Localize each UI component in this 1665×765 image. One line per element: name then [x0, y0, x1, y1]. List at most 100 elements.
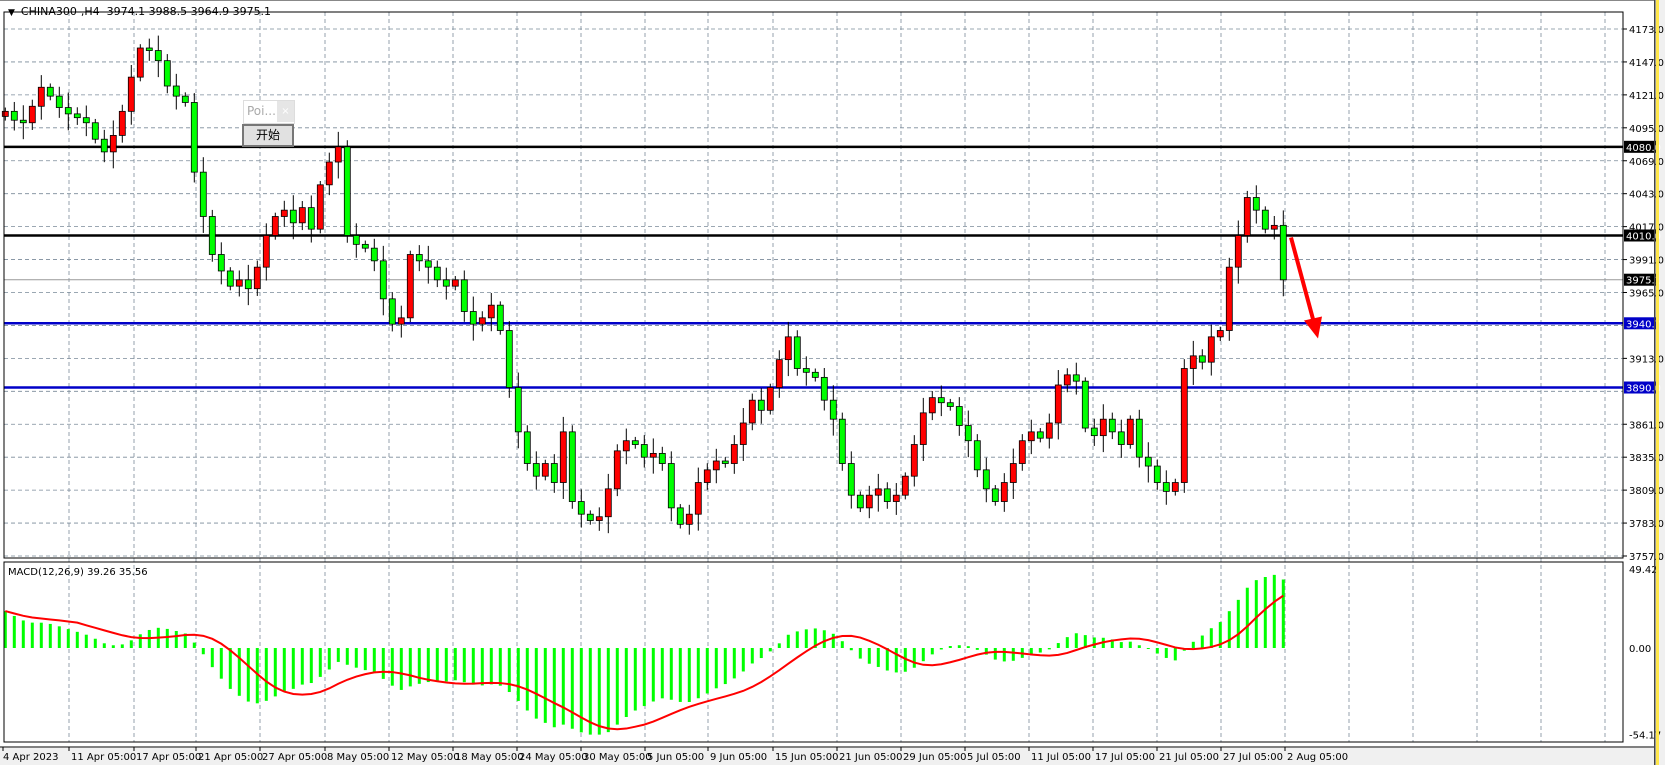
price-tick-label: 3757.0: [1629, 552, 1664, 563]
candle-body: [586, 513, 594, 521]
candle-body: [793, 336, 801, 369]
candle-body: [91, 122, 99, 140]
candle-body: [946, 402, 954, 407]
candle: [82, 105, 90, 137]
candle: [1018, 434, 1026, 471]
candle-body: [1189, 355, 1197, 369]
candle-body: [811, 371, 819, 378]
candle-body: [505, 330, 513, 388]
candle-body: [559, 431, 567, 483]
candle-body: [109, 135, 117, 153]
candle: [109, 120, 117, 169]
time-tick-label: 21 Apr 05:00: [198, 752, 263, 763]
candle: [856, 491, 864, 513]
candle: [766, 383, 774, 415]
candle: [172, 73, 180, 110]
price-tick-label: 4147.0: [1629, 58, 1664, 69]
candle: [370, 238, 378, 272]
price-tick-label: 3783.0: [1629, 519, 1664, 530]
candle-body: [667, 463, 675, 509]
popup-window[interactable]: Poi... ×: [243, 100, 295, 124]
candle: [631, 436, 639, 449]
candle-body: [730, 444, 738, 464]
candle-body: [208, 216, 216, 255]
candle-body: [829, 399, 837, 420]
candle-body: [37, 86, 45, 107]
time-tick-label: 12 May 05:00: [391, 752, 460, 763]
candle: [415, 245, 423, 272]
candle: [100, 129, 108, 163]
candle-body: [397, 317, 405, 325]
candle: [1099, 404, 1107, 453]
candle-body: [1117, 431, 1125, 445]
candle-body: [73, 113, 81, 119]
candle: [937, 385, 945, 417]
candle: [253, 260, 261, 296]
candle: [1261, 206, 1269, 234]
triangle-down-icon[interactable]: ▼: [8, 8, 15, 18]
window-edge-highlight: [1656, 0, 1659, 765]
candle: [1108, 412, 1116, 440]
candle: [1054, 370, 1062, 440]
candle: [667, 451, 675, 522]
candle-body: [1243, 197, 1251, 236]
symbol-label: CHINA300-,H4: [20, 5, 100, 18]
candle-body: [1045, 422, 1053, 439]
candle-body: [694, 482, 702, 515]
price-tick-label: 3861.0: [1629, 420, 1664, 431]
candle: [1252, 185, 1260, 224]
candle: [658, 446, 666, 471]
level-label: 4010.0: [1626, 231, 1661, 242]
price-tick-label: 3965.0: [1629, 289, 1664, 300]
candle: [208, 209, 216, 262]
candle: [739, 408, 747, 461]
time-tick-label: 18 May 05:00: [455, 752, 524, 763]
candle: [532, 451, 540, 490]
candle: [523, 425, 531, 471]
popup-title: Poi...: [247, 104, 276, 118]
candle-body: [352, 235, 360, 245]
candle-body: [1027, 431, 1035, 442]
close-icon[interactable]: ×: [277, 101, 294, 122]
candle-body: [1171, 482, 1179, 492]
candle-body: [991, 488, 999, 502]
candle-body: [226, 270, 234, 287]
time-tick-label: 11 Jul 05:00: [1031, 752, 1091, 763]
candle: [46, 83, 54, 101]
candle-body: [460, 279, 468, 312]
candle: [1144, 442, 1152, 483]
candle: [379, 245, 387, 316]
bid-label-bg: [1624, 273, 1656, 286]
candle-body: [64, 107, 72, 115]
candle: [622, 428, 630, 465]
candle: [649, 438, 657, 474]
candle: [901, 472, 909, 500]
bid-label: 3975.1: [1626, 276, 1661, 287]
candle: [1081, 377, 1089, 433]
candle-body: [532, 463, 540, 477]
candle: [64, 92, 72, 131]
candle-body: [973, 440, 981, 471]
candle-body: [289, 209, 297, 224]
candle-body: [10, 110, 18, 121]
candle-body: [478, 317, 486, 325]
candle-body: [406, 254, 414, 319]
candle: [838, 412, 846, 471]
candle-body: [883, 488, 891, 502]
macd-tick-label: -54.17: [1629, 731, 1661, 742]
down-arrow-annotation[interactable]: [1289, 236, 1322, 339]
candle: [928, 391, 936, 421]
candle: [496, 301, 504, 335]
candle: [280, 200, 288, 227]
candle: [991, 485, 999, 506]
candle: [847, 451, 855, 509]
candle: [73, 107, 81, 125]
chart-title: ▼ CHINA300-,H4 3974.1 3988.5 3964.9 3975.…: [8, 5, 271, 18]
candle-body: [1018, 440, 1026, 464]
start-button[interactable]: 开始: [242, 124, 294, 147]
candle: [460, 270, 468, 322]
candle: [37, 75, 45, 120]
candle: [1270, 215, 1278, 240]
candle-body: [640, 444, 648, 458]
